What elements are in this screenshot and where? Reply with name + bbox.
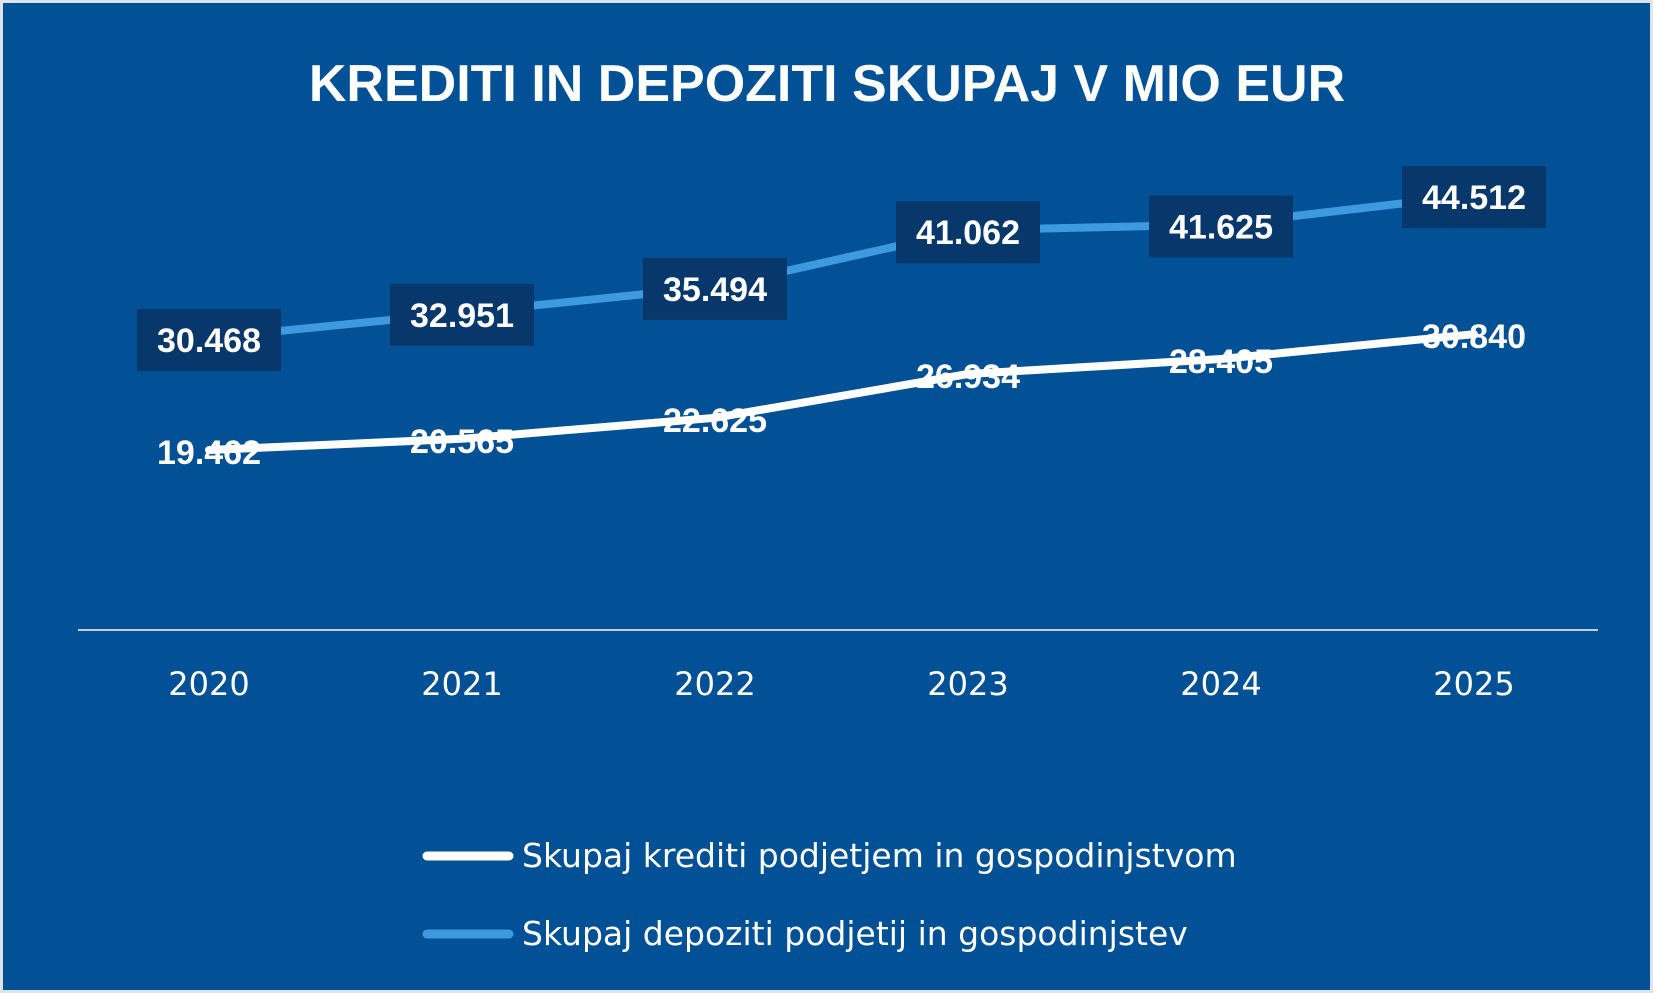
data-label-box bbox=[390, 283, 534, 346]
line-chart: KREDITI IN DEPOZITI SKUPAJ V MIO EUR 202… bbox=[78, 55, 1598, 953]
data-label: 28.405 bbox=[1169, 343, 1273, 381]
data-label: 41.062 bbox=[916, 214, 1020, 252]
data-labels: 19.462 20.565 22.625 26.934 28.405 30.840 30.4… bbox=[137, 166, 1546, 472]
data-label: 30.468 bbox=[157, 322, 261, 360]
data-label: 35.494 bbox=[663, 271, 767, 309]
chart-title: KREDITI IN DEPOZITI SKUPAJ V MIO EUR bbox=[309, 55, 1345, 113]
data-label: 44.512 bbox=[1422, 179, 1526, 217]
data-label: 41.625 bbox=[1169, 208, 1273, 246]
x-tick-label-2023: 2023 bbox=[927, 665, 1008, 703]
x-tick-label-2021: 2021 bbox=[421, 665, 502, 703]
legend-label-2: Skupaj depoziti podjetij in gospodinjste… bbox=[522, 914, 1188, 953]
data-label-box bbox=[137, 309, 281, 372]
legend: Skupaj krediti podjetjem in gospodinjstv… bbox=[422, 836, 1237, 953]
data-label: 19.462 bbox=[157, 434, 261, 472]
series-line-1 bbox=[205, 330, 1478, 454]
data-label-box bbox=[1402, 166, 1546, 229]
x-tick-label-2025: 2025 bbox=[1433, 665, 1514, 703]
data-label: 32.951 bbox=[410, 297, 514, 335]
data-label-box bbox=[1149, 195, 1293, 258]
data-label: 20.565 bbox=[410, 423, 514, 461]
x-axis-tick-labels: 2020 2021 2022 2023 2024 2025 bbox=[168, 665, 1514, 703]
x-tick-label-2022: 2022 bbox=[674, 665, 755, 703]
data-label: 26.934 bbox=[916, 358, 1020, 396]
data-label: 22.625 bbox=[663, 402, 767, 440]
data-label-box bbox=[896, 201, 1040, 264]
chart-area: KREDITI IN DEPOZITI SKUPAJ V MIO EUR 202… bbox=[3, 3, 1650, 990]
x-tick-label-2020: 2020 bbox=[168, 665, 249, 703]
x-tick-label-2024: 2024 bbox=[1180, 665, 1261, 703]
data-label-box bbox=[643, 257, 787, 320]
data-label: 30.840 bbox=[1422, 318, 1526, 356]
legend-label-1: Skupaj krediti podjetjem in gospodinjstv… bbox=[522, 836, 1237, 875]
